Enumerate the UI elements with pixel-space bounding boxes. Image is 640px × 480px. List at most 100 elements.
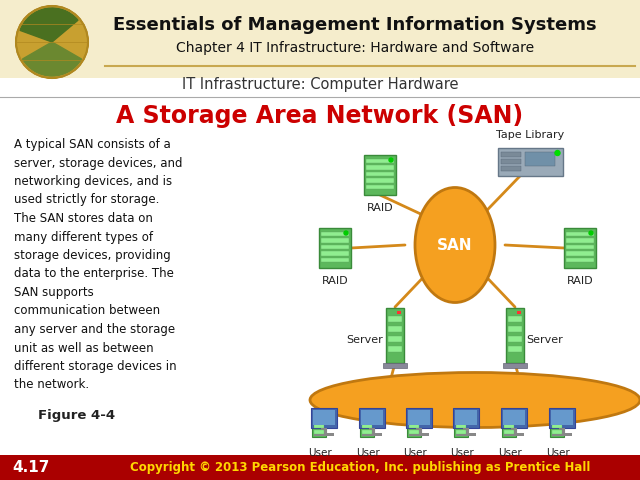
Text: User: User bbox=[546, 448, 570, 458]
Text: RAID: RAID bbox=[566, 276, 593, 286]
Bar bbox=[314, 433, 334, 436]
Bar bbox=[508, 315, 522, 322]
Bar bbox=[508, 336, 522, 341]
Circle shape bbox=[16, 6, 88, 78]
Text: Essentials of Management Information Systems: Essentials of Management Information Sys… bbox=[113, 16, 597, 34]
Bar bbox=[508, 346, 522, 351]
Bar bbox=[313, 410, 335, 425]
Bar bbox=[321, 251, 349, 255]
Bar bbox=[456, 424, 466, 428]
Bar bbox=[314, 424, 324, 428]
Bar bbox=[559, 428, 565, 433]
Bar bbox=[321, 239, 349, 243]
Bar bbox=[511, 428, 517, 433]
Text: RAID: RAID bbox=[322, 276, 348, 286]
Bar bbox=[362, 430, 372, 434]
Bar bbox=[552, 424, 562, 428]
Bar bbox=[566, 239, 594, 243]
Bar bbox=[463, 428, 469, 433]
Bar bbox=[552, 433, 572, 436]
Bar bbox=[504, 433, 524, 436]
Bar bbox=[0, 455, 640, 480]
Bar bbox=[408, 410, 430, 425]
Text: User: User bbox=[450, 448, 474, 458]
Bar bbox=[416, 428, 422, 433]
Bar bbox=[314, 418, 324, 422]
Bar bbox=[366, 166, 394, 170]
Text: A Storage Area Network (SAN): A Storage Area Network (SAN) bbox=[116, 104, 524, 128]
Bar bbox=[566, 232, 594, 237]
Bar bbox=[455, 410, 477, 425]
Text: Figure 4-4: Figure 4-4 bbox=[38, 408, 115, 421]
Bar bbox=[517, 311, 521, 313]
Bar bbox=[508, 325, 522, 332]
Bar bbox=[504, 430, 514, 434]
Text: Tape Library: Tape Library bbox=[496, 130, 564, 140]
Bar bbox=[456, 418, 466, 422]
Bar bbox=[321, 428, 327, 433]
Bar bbox=[366, 159, 394, 163]
Bar bbox=[552, 418, 562, 422]
Bar bbox=[566, 258, 594, 262]
Bar bbox=[361, 410, 383, 425]
Text: SAN: SAN bbox=[437, 238, 473, 252]
Bar bbox=[366, 178, 394, 182]
Bar bbox=[362, 424, 372, 428]
Bar bbox=[366, 172, 394, 176]
Bar bbox=[312, 415, 326, 437]
Bar bbox=[550, 415, 564, 437]
Text: 4.17: 4.17 bbox=[12, 459, 49, 475]
Bar bbox=[321, 258, 349, 262]
Bar bbox=[503, 410, 525, 425]
Bar bbox=[383, 362, 407, 368]
Bar bbox=[501, 408, 527, 428]
Bar bbox=[314, 430, 324, 434]
Bar bbox=[407, 415, 421, 437]
Bar bbox=[321, 232, 349, 237]
Bar bbox=[359, 408, 385, 428]
Bar bbox=[360, 415, 374, 437]
Bar bbox=[456, 430, 466, 434]
Text: User: User bbox=[308, 448, 332, 458]
Bar bbox=[566, 251, 594, 255]
Bar bbox=[566, 245, 594, 249]
Bar bbox=[386, 308, 404, 362]
Bar bbox=[409, 433, 429, 436]
Bar bbox=[500, 152, 520, 157]
Bar bbox=[366, 185, 394, 189]
Circle shape bbox=[389, 158, 393, 162]
Bar bbox=[362, 433, 382, 436]
Bar bbox=[453, 408, 479, 428]
Bar bbox=[551, 410, 573, 425]
Circle shape bbox=[344, 231, 348, 235]
Bar bbox=[500, 166, 520, 171]
Bar bbox=[388, 325, 402, 332]
Bar bbox=[454, 415, 468, 437]
Text: User: User bbox=[403, 448, 427, 458]
Wedge shape bbox=[22, 42, 81, 76]
Bar bbox=[388, 315, 402, 322]
Bar bbox=[564, 228, 596, 268]
Bar bbox=[319, 228, 351, 268]
Text: User: User bbox=[498, 448, 522, 458]
Bar bbox=[0, 0, 640, 78]
Bar bbox=[388, 336, 402, 341]
Bar bbox=[321, 245, 349, 249]
Text: User: User bbox=[356, 448, 380, 458]
Text: A typical SAN consists of a
server, storage devices, and
networking devices, and: A typical SAN consists of a server, stor… bbox=[14, 138, 182, 392]
Bar bbox=[311, 408, 337, 428]
Bar bbox=[388, 346, 402, 351]
Bar bbox=[525, 152, 554, 166]
Bar bbox=[409, 430, 419, 434]
Text: RAID: RAID bbox=[367, 203, 394, 213]
Bar bbox=[549, 408, 575, 428]
Text: Copyright © 2013 Pearson Education, Inc. publishing as Prentice Hall: Copyright © 2013 Pearson Education, Inc.… bbox=[130, 460, 590, 473]
Circle shape bbox=[555, 151, 560, 156]
Bar bbox=[397, 311, 401, 313]
Bar bbox=[406, 408, 432, 428]
Text: Server: Server bbox=[527, 335, 563, 345]
Text: Chapter 4 IT Infrastructure: Hardware and Software: Chapter 4 IT Infrastructure: Hardware an… bbox=[176, 41, 534, 55]
Ellipse shape bbox=[310, 372, 640, 428]
Bar bbox=[409, 424, 419, 428]
Bar bbox=[500, 159, 520, 164]
